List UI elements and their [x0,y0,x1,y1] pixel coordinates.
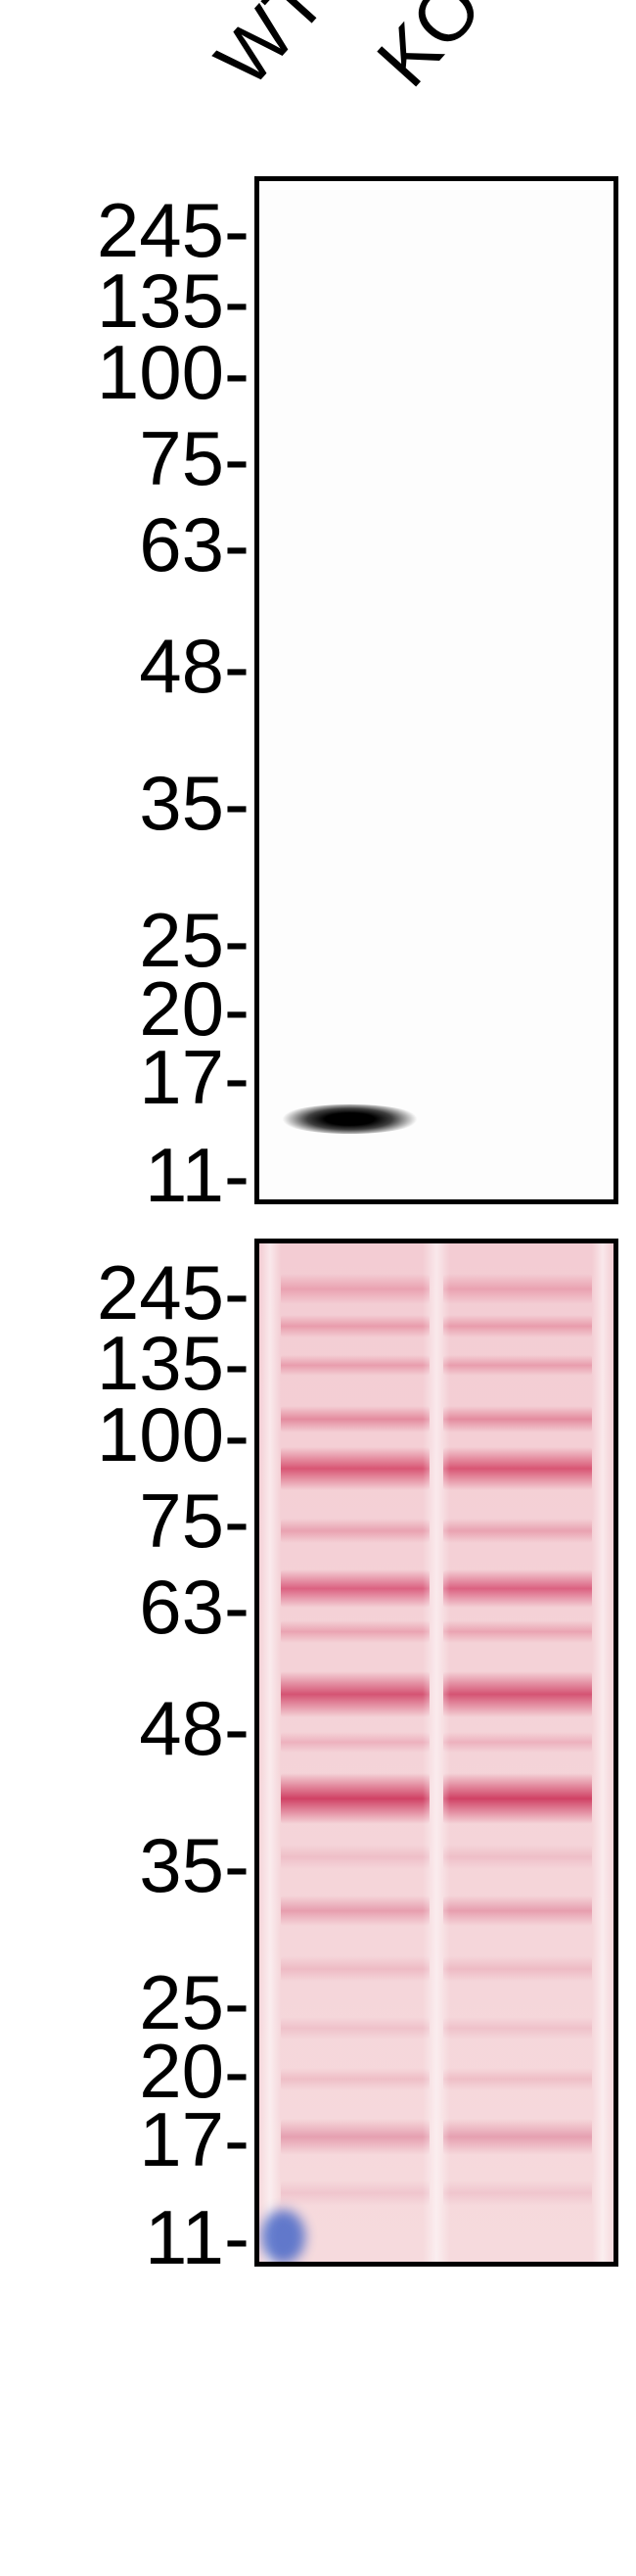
ponceau-band-ko-17 [443,2180,592,2206]
lane-header-ko: KO [359,0,499,104]
ponceau-band-ko-6 [443,1569,592,1609]
ponceau-band-ko-8 [443,1671,592,1717]
mw-label-wb-11: 11- [145,1131,250,1220]
ponceau-band-wt-15 [281,2068,430,2090]
mw-label-ponceau-48: 48- [139,1684,250,1773]
ponceau-band-ko-10 [443,1773,592,1824]
ponceau-band-ko-11 [443,1845,592,1869]
ponceau-band-wt-17 [281,2180,430,2206]
ponceau-lane-wt [281,1243,430,2262]
mw-label-ponceau-35: 35- [139,1821,250,1910]
mw-label-ponceau-17: 17- [139,2095,250,2184]
ponceau-band-ko-9 [443,1732,592,1753]
ponceau-band-wt-13 [281,1956,430,1982]
ponceau-band-wt-2 [281,1355,430,1376]
ponceau-band-wt-11 [281,1845,430,1869]
ponceau-band-ko-3 [443,1406,592,1432]
ponceau-band-wt-10 [281,1773,430,1824]
ponceau-band-wt-9 [281,1732,430,1753]
mw-label-ponceau-75: 75- [139,1476,250,1566]
ponceau-band-wt-5 [281,1519,430,1543]
ponceau-band-ko-1 [443,1315,592,1337]
ponceau-band-ko-12 [443,1896,592,1926]
ponceau-frame [254,1239,618,2267]
mw-label-wb-63: 63- [139,500,250,589]
mw-label-ponceau-100: 100- [97,1390,250,1479]
ponceau-band-ko-0 [443,1274,592,1304]
mw-label-wb-35: 35- [139,759,250,848]
ponceau-band-ko-5 [443,1519,592,1543]
ponceau-band-ko-16 [443,2119,592,2154]
ponceau-band-ko-7 [443,1620,592,1643]
ponceau-blue-smudge [261,2210,305,2264]
ponceau-band-ko-2 [443,1355,592,1376]
western-blot-frame [254,176,618,1204]
ponceau-band-wt-1 [281,1315,430,1337]
ponceau-band-wt-16 [281,2119,430,2154]
ponceau-band-wt-14 [281,2017,430,2039]
ponceau-band-ko-14 [443,2017,592,2039]
ponceau-edge-right [592,1243,613,2262]
ponceau-band-wt-0 [281,1274,430,1304]
ponceau-band-wt-12 [281,1896,430,1926]
ponceau-lane-ko [443,1243,592,2262]
ponceau-band-wt-4 [281,1447,430,1490]
mw-label-ponceau-11: 11- [145,2193,250,2282]
western-band-wt [279,1104,421,1134]
mw-label-wb-100: 100- [97,328,250,417]
ponceau-band-wt-3 [281,1406,430,1432]
ponceau-band-ko-4 [443,1447,592,1490]
mw-label-wb-75: 75- [139,414,250,503]
mw-label-wb-48: 48- [139,622,250,711]
mw-label-ponceau-63: 63- [139,1563,250,1652]
ponceau-band-ko-15 [443,2068,592,2090]
ponceau-band-ko-13 [443,1956,592,1982]
ponceau-lane-gap [423,1243,451,2262]
mw-label-wb-17: 17- [139,1033,250,1122]
ponceau-band-wt-6 [281,1569,430,1609]
ponceau-band-wt-8 [281,1671,430,1717]
ponceau-edge-left [259,1243,281,2262]
lane-header-wt: WT [198,0,343,104]
ponceau-band-wt-7 [281,1620,430,1643]
